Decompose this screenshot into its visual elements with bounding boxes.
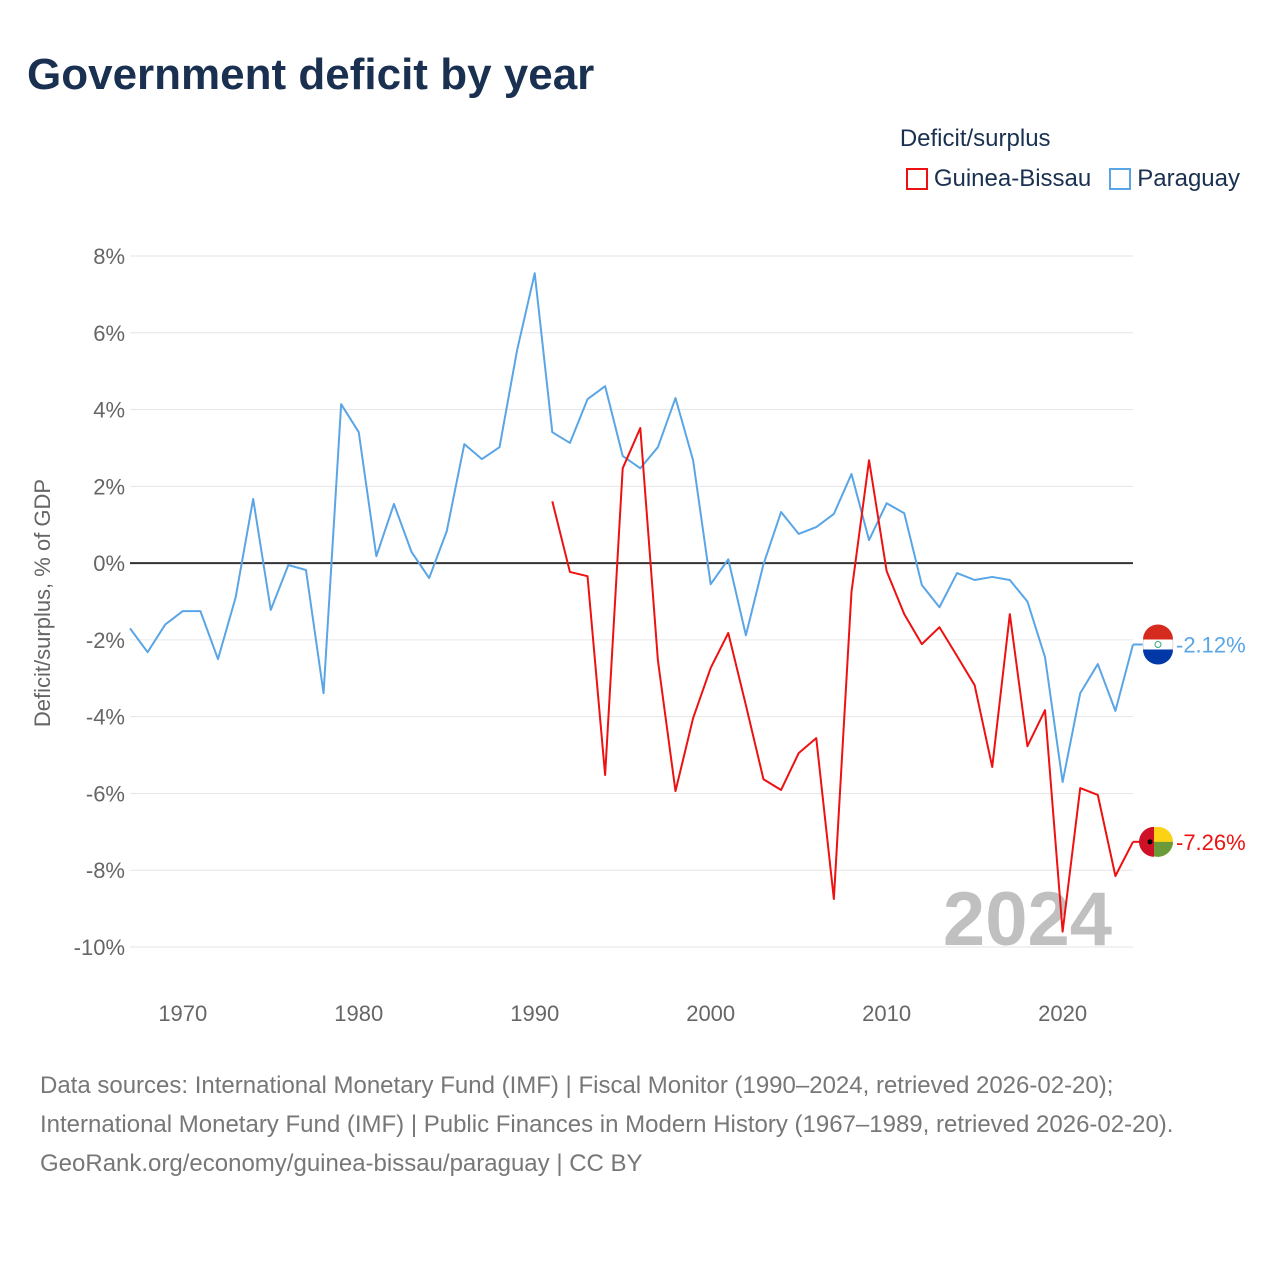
y-tick-label: -8%: [86, 858, 125, 883]
y-tick-label: -2%: [86, 628, 125, 653]
end-value-label: -7.26%: [1176, 830, 1246, 855]
y-tick-label: -6%: [86, 781, 125, 806]
flag-stripe: [1139, 826, 1154, 857]
flag-stripe: [1143, 624, 1173, 640]
line-chart: 2024 8% 6% 4% 2% 0% -2% -4% -6% -8% -10% 1970 1980 19…: [30, 244, 1246, 1026]
x-tick-label: 1990: [510, 1001, 559, 1026]
x-tick-label: 2010: [862, 1001, 911, 1026]
x-tick-label: 1980: [334, 1001, 383, 1026]
legend-swatch: [905, 168, 928, 190]
chart-title: Government deficit by year: [27, 50, 595, 99]
y-tick-label: 6%: [93, 321, 125, 346]
flag-stripe: [1143, 649, 1173, 665]
legend-item-paraguay[interactable]: Paraguay: [1109, 165, 1240, 193]
legend-label: Paraguay: [1137, 165, 1240, 192]
flag-emblem: [1154, 640, 1162, 648]
series-line-guinea-bissau: [551, 426, 1134, 933]
end-value-label: -2.12%: [1176, 632, 1246, 657]
legend: Deficit/surplus Guinea-Bissau Paraguay: [900, 125, 1240, 193]
y-tick-label: -10%: [74, 935, 125, 960]
x-tick-label: 1970: [158, 1001, 207, 1026]
y-tick-label: 8%: [93, 244, 125, 269]
footer: Data sources: International Monetary Fun…: [40, 1066, 1240, 1183]
credit-link[interactable]: GeoRank.org/economy/guinea-bissau/paragu…: [40, 1150, 643, 1177]
legend-label: Guinea-Bissau: [933, 165, 1092, 192]
legend-item-guinea-bissau[interactable]: Guinea-Bissau: [905, 165, 1092, 193]
flag-star: [1147, 839, 1153, 845]
y-axis-label: Deficit/surplus, % of GDP: [30, 479, 55, 727]
y-tick-label: 2%: [93, 474, 125, 499]
y-tick-label: -4%: [86, 705, 125, 730]
legend-title: Deficit/surplus: [899, 125, 1051, 152]
series-line-paraguay: [129, 272, 1134, 783]
legend-swatch: [1109, 168, 1132, 190]
y-tick-label: 0%: [93, 551, 125, 576]
x-tick-label: 2000: [686, 1001, 735, 1026]
data-sources: Data sources: International Monetary Fun…: [40, 1072, 1174, 1138]
x-tick-label: 2020: [1038, 1001, 1087, 1026]
y-tick-label: 4%: [93, 398, 125, 423]
year-watermark: 2024: [943, 877, 1112, 962]
